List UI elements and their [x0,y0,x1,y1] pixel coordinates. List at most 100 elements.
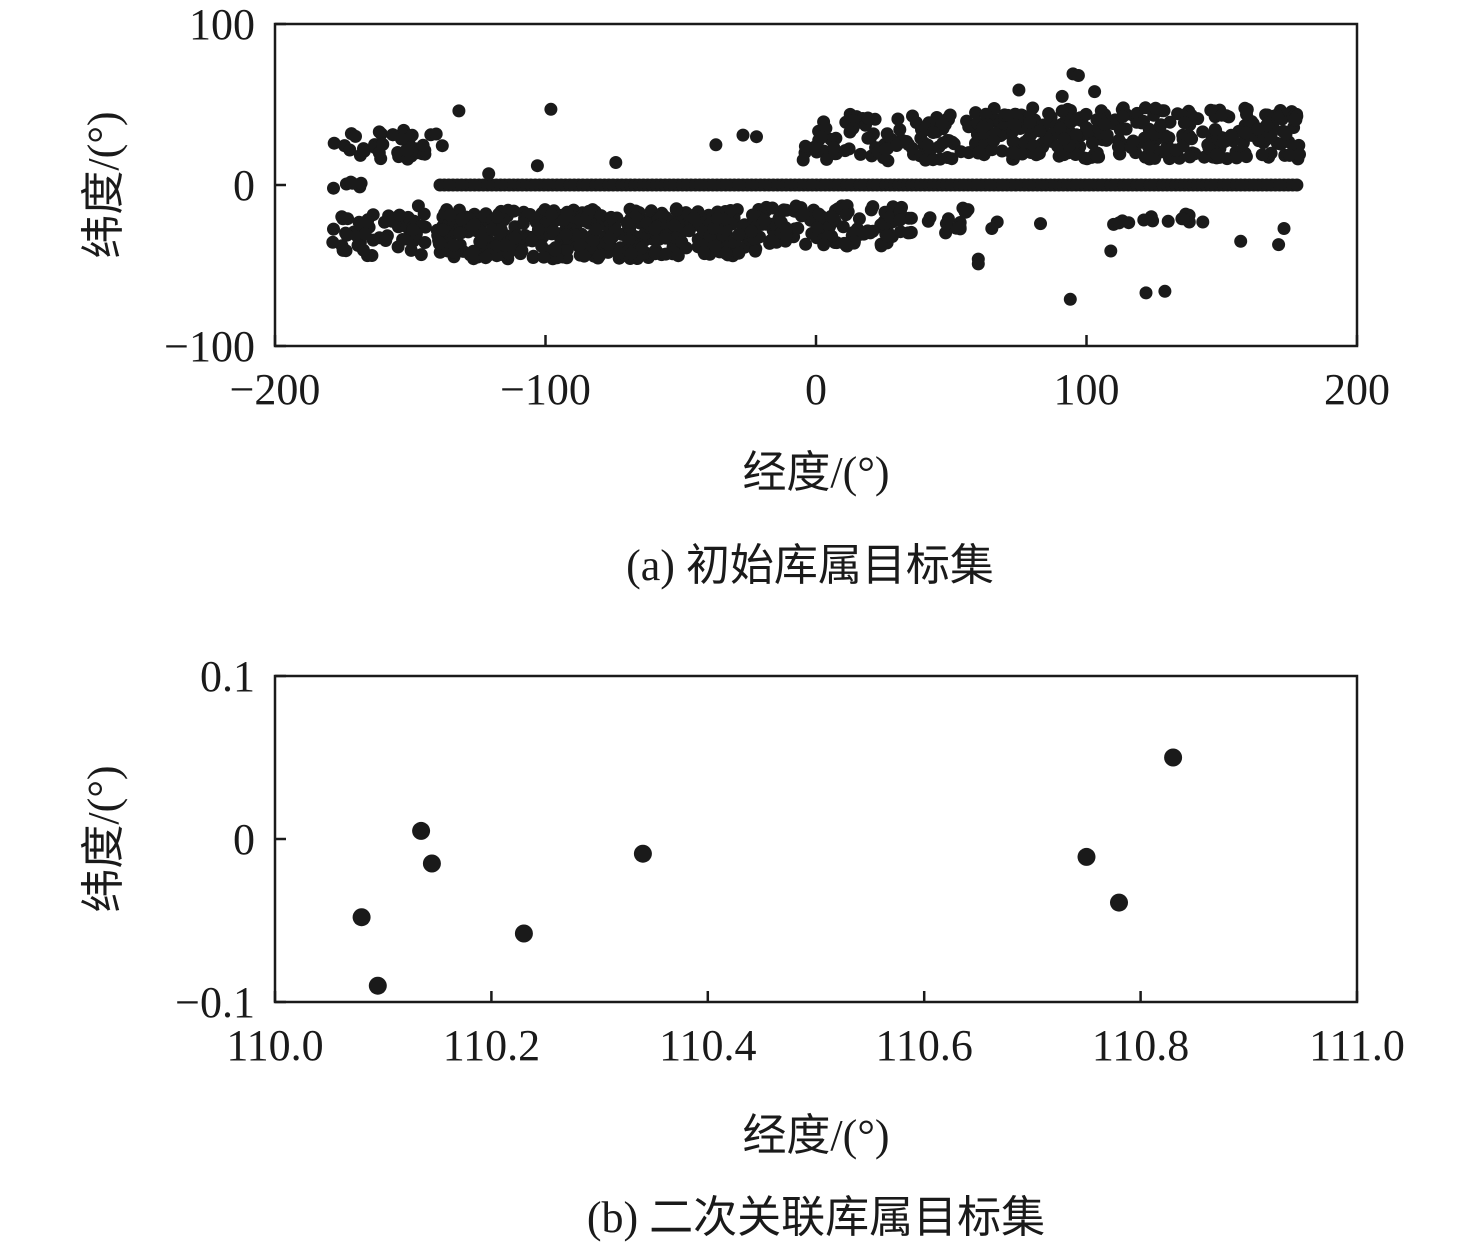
data-point [971,257,985,271]
scatter-points-a [326,67,1306,306]
data-point [648,222,662,236]
data-point [1098,117,1111,131]
data-point [530,159,544,173]
data-point [1006,135,1020,149]
data-point [485,223,499,236]
data-point [417,207,431,221]
data-point [671,249,685,263]
data-point [972,145,986,159]
data-point [1137,213,1151,227]
data-point [976,120,990,134]
data-point [1112,216,1126,230]
data-point [921,138,935,152]
data-point [358,227,372,241]
data-point [1116,110,1130,124]
data-point [1104,244,1118,258]
data-point [603,232,616,245]
x-tick-label: 0 [805,365,827,414]
data-point [839,208,853,222]
data-point [422,854,441,873]
x-tick-label: 110.6 [876,1021,973,1070]
x-tick-label: −100 [500,365,591,414]
data-point [1158,284,1172,298]
tick-labels-b: 110.0 110.2 110.4 110.6 110.8 111.0 −0.1 0 0.1 [175,652,1405,1070]
data-point [1055,104,1069,118]
data-point [842,142,856,156]
data-point [526,251,540,264]
data-point [1008,118,1022,132]
data-point [327,136,341,150]
data-point [1208,123,1222,136]
data-point [1163,115,1177,129]
caption-a: (a) 初始库属目标集 [626,541,994,590]
data-point [620,216,634,230]
data-point [372,125,386,139]
data-point [467,218,481,232]
data-point [1271,110,1285,124]
y-tick-label: 100 [189,0,255,49]
data-point [1100,128,1114,142]
data-point [418,236,432,249]
y-axis-label-a: 纬度/(°) [79,111,128,258]
data-point [435,139,449,153]
data-point [1113,123,1127,137]
x-tick-label: 110.8 [1092,1021,1189,1070]
data-point [1137,114,1150,128]
data-point [1063,292,1077,306]
data-point [489,239,503,253]
data-point [436,223,450,237]
data-point [523,208,537,221]
data-point [590,222,603,236]
data-point [455,212,468,226]
x-tick-label: −200 [230,365,321,414]
x-tick-label: 110.0 [226,1021,323,1070]
data-point [817,238,831,252]
data-point [400,144,414,158]
data-point [1164,748,1183,767]
data-point [406,223,420,237]
data-point [687,211,701,225]
data-point [405,128,419,142]
data-point [1196,125,1210,139]
data-point [659,247,673,261]
data-point [414,248,428,262]
data-point [824,209,838,223]
data-point [1239,150,1253,164]
x-axis-label-a: 经度/(°) [742,448,889,497]
data-point [1177,116,1191,130]
data-point [508,231,522,245]
data-point [1279,127,1293,141]
data-point [1149,101,1163,115]
data-point [604,210,618,224]
data-point [667,219,681,232]
data-point [895,200,908,214]
data-point [1085,136,1099,150]
data-point [537,250,551,264]
data-point [531,223,545,236]
data-point [516,217,530,230]
data-point [1255,148,1269,162]
data-point [1001,108,1015,122]
y-axis-label-b: 纬度/(°) [79,765,128,912]
data-point [1007,146,1021,160]
data-point [327,222,340,236]
data-point [622,234,636,247]
data-point [1230,151,1244,165]
data-point [648,247,662,261]
data-point [573,238,587,252]
data-point [453,226,467,240]
tick-marks-a [273,22,1359,348]
data-point [609,156,623,169]
data-point [1215,108,1229,122]
data-point [815,130,829,144]
y-tick-label: 0 [233,815,255,864]
data-point [675,235,689,249]
data-point [544,102,558,116]
data-point [954,145,968,159]
data-point [1126,134,1140,148]
data-point [515,244,529,258]
data-point [443,208,457,222]
data-point [368,976,387,995]
